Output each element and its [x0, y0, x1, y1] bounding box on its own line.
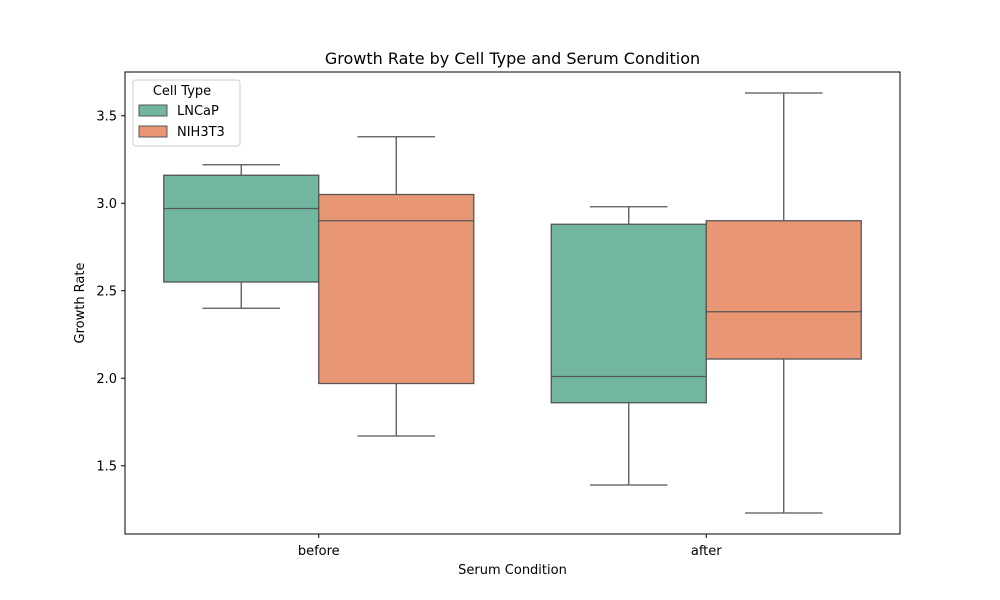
- y-tick-label: 2.0: [96, 372, 117, 387]
- legend-label: LNCaP: [177, 104, 219, 119]
- x-axis: before after: [298, 534, 722, 559]
- box-LNCaP-before: [163, 164, 320, 309]
- box-NIH3T3-before: [318, 136, 475, 437]
- y-axis-label: Growth Rate: [73, 263, 88, 344]
- x-axis-label: Serum Condition: [458, 563, 567, 578]
- legend-swatch: [138, 104, 168, 117]
- y-tick-label: 2.5: [96, 284, 117, 299]
- y-tick-label: 3.0: [96, 197, 117, 212]
- box-iqr: [163, 174, 320, 283]
- legend: Cell Type LNCaP NIH3T3: [132, 79, 241, 147]
- legend-title: Cell Type: [153, 84, 211, 99]
- y-tick-label: 1.5: [96, 459, 117, 474]
- box-iqr: [318, 193, 475, 385]
- box-LNCaP-after: [550, 206, 707, 486]
- x-tick-label: after: [691, 544, 722, 559]
- box-NIH3T3-after: [705, 92, 862, 514]
- y-axis: 1.5 2.0 2.5 3.0 3.5: [96, 109, 125, 474]
- legend-swatch: [138, 125, 168, 138]
- x-tick-label: before: [298, 544, 340, 559]
- axes-frame: [124, 71, 901, 535]
- plot-area: [163, 92, 862, 514]
- legend-label: NIH3T3: [177, 125, 225, 140]
- box-iqr: [705, 220, 862, 360]
- chart-title: Growth Rate by Cell Type and Serum Condi…: [325, 49, 700, 68]
- y-tick-label: 3.5: [96, 109, 117, 124]
